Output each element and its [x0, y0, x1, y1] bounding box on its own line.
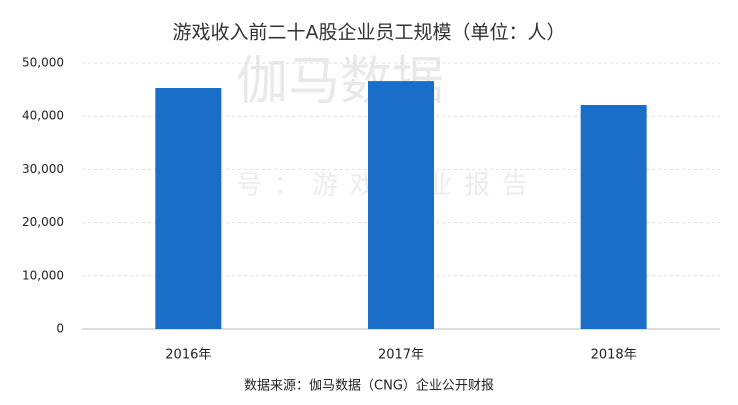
- bar: [368, 81, 434, 329]
- y-tick-label: 30,000: [22, 162, 64, 176]
- y-tick-label: 50,000: [22, 56, 64, 70]
- y-tick-label: 20,000: [22, 215, 64, 229]
- source-note: 数据来源：伽马数据（CNG）企业公开财报: [244, 378, 494, 394]
- x-tick-label: 2017年: [378, 348, 424, 363]
- x-tick-label: 2018年: [591, 348, 637, 363]
- bar: [155, 88, 222, 329]
- chart-title: 游戏收入前二十A股企业员工规模（单位：人）: [173, 22, 566, 44]
- y-tick-label: 10,000: [22, 268, 64, 282]
- bar: [580, 105, 647, 329]
- y-tick-label: 0: [56, 322, 64, 336]
- y-tick-label: 40,000: [22, 109, 64, 123]
- x-tick-label: 2016年: [165, 348, 211, 363]
